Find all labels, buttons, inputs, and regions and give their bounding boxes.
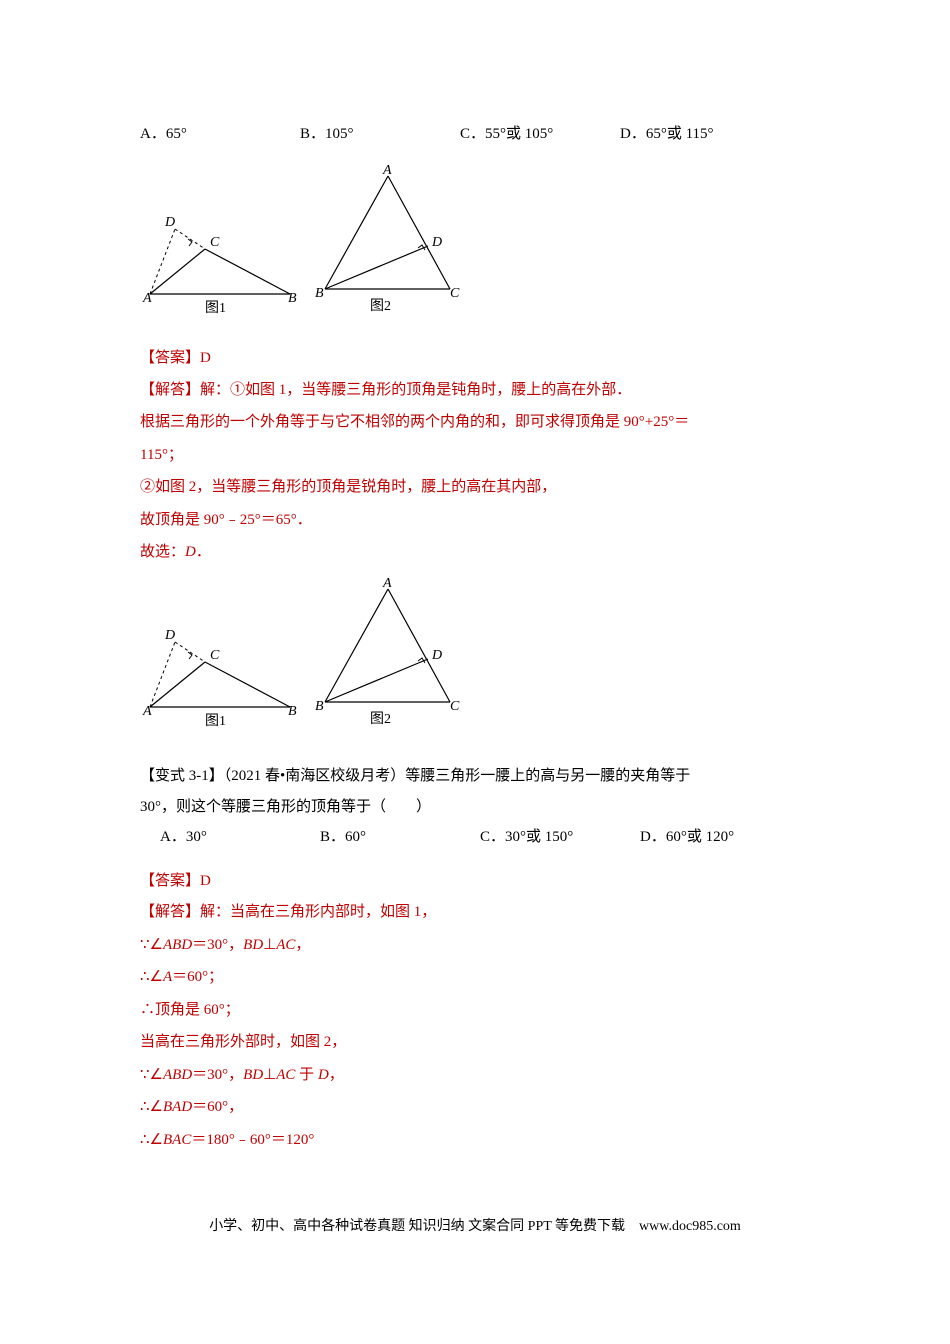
q1-sol-1: 【解答】解：①如图 1，当等腰三角形的顶角是钝角时，腰上的高在外部． (140, 376, 810, 405)
label-fig2: 图2 (370, 299, 391, 314)
q2-sol-line1: 【解答】解：当高在三角形内部时，如图 1， (140, 898, 810, 927)
figure-2: A B C D 图2 (310, 164, 465, 325)
label-fig1: 图1 (205, 301, 226, 314)
label-a: A (382, 577, 392, 591)
label-d: D (164, 628, 175, 643)
variant-label: 【变式 3-1】 (140, 768, 224, 784)
label-a: A (142, 704, 152, 719)
q2-problem: 【变式 3-1】（2021 春•南海区校级月考）等腰三角形一腰上的高与另一腰的夹… (140, 762, 810, 821)
q1-sol-4: ②如图 2，当等腰三角形的顶角是锐角时，腰上的高在其内部， (140, 473, 810, 502)
q2-sol-line5: 当高在三角形外部时，如图 2， (140, 1028, 810, 1057)
label-c: C (450, 286, 460, 301)
answer-value: D (200, 350, 211, 366)
label-b: B (315, 286, 324, 301)
label-fig1: 图1 (205, 714, 226, 727)
choice-a: A．65° (140, 120, 300, 149)
q1-sol-2: 根据三角形的一个外角等于与它不相邻的两个内角的和，即可求得顶角是 90°+25°… (140, 408, 810, 437)
choice-d: D．60°或 120° (640, 823, 810, 852)
label-b: B (288, 704, 297, 719)
q2-sol-line3: ∴∠A＝60°； (140, 963, 810, 992)
figure-1: A B C D 图1 (140, 194, 300, 325)
label-a: A (142, 291, 152, 306)
figure-set-1: A B C D 图1 A B C D 图2 (140, 164, 810, 325)
answer-label: 【答案】 (140, 350, 200, 366)
label-c: C (210, 235, 220, 250)
label-d: D (164, 215, 175, 230)
label-fig2: 图2 (370, 712, 391, 727)
choice-d: D．65°或 115° (620, 120, 810, 149)
choice-c: C．30°或 150° (480, 823, 640, 852)
label-b: B (315, 699, 324, 714)
label-d: D (431, 648, 442, 663)
figure-1b: A B C D 图1 (140, 607, 300, 738)
q1-choices: A．65° B．105° C．55°或 105° D．65°或 115° (140, 120, 810, 149)
label-a: A (382, 164, 392, 178)
choice-c: C．55°或 105° (460, 120, 620, 149)
q2-choices: A．30° B．60° C．30°或 150° D．60°或 120° (140, 823, 810, 852)
q2-sol-line7: ∴∠BAD＝60°， (140, 1093, 810, 1122)
q1-sol-5: 故顶角是 90°﹣25°＝65°． (140, 506, 810, 535)
q2-sol-line4: ∴顶角是 60°； (140, 996, 810, 1025)
figure-set-2: A B C D 图1 A B C D 图2 (140, 577, 810, 738)
page-footer: 小学、初中、高中各种试卷真题 知识归纳 文案合同 PPT 等免费下载 www.d… (140, 1214, 810, 1241)
label-c: C (450, 699, 460, 714)
q2-sol-line8: ∴∠BAC＝180°﹣60°＝120° (140, 1126, 810, 1155)
label-b: B (288, 291, 297, 306)
q2-sol-line2: ∵∠ABD＝30°，BD⊥AC， (140, 931, 810, 960)
q2-answer: 【答案】D (140, 867, 810, 896)
figure-2b: A B C D 图2 (310, 577, 465, 738)
q1-answer: 【答案】D (140, 344, 810, 373)
q1-sol-6: 故选：D． (140, 538, 810, 567)
choice-a: A．30° (160, 823, 320, 852)
label-d: D (431, 235, 442, 250)
q1-sol-3: 115°； (140, 441, 810, 470)
choice-b: B．105° (300, 120, 460, 149)
q2-sol-line6: ∵∠ABD＝30°，BD⊥AC 于 D， (140, 1061, 810, 1090)
label-c: C (210, 648, 220, 663)
choice-b: B．60° (320, 823, 480, 852)
